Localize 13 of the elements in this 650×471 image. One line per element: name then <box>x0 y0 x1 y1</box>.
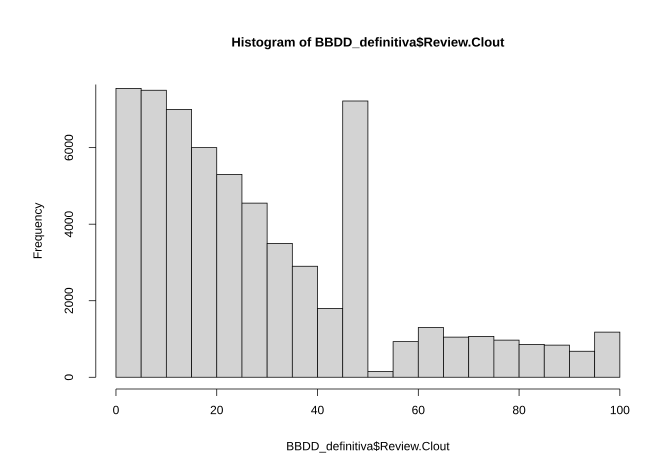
x-axis-title: BBDD_definitiva$Review.Clout <box>287 441 450 453</box>
y-tick-label: 6000 <box>64 134 74 160</box>
y-tick-label: 0 <box>64 374 74 380</box>
x-tick-label: 20 <box>210 406 223 414</box>
x-tick-label: 40 <box>311 406 324 414</box>
y-tick-label: 4000 <box>64 211 74 238</box>
x-tick-label: 100 <box>610 406 630 414</box>
x-tick-label: 0 <box>113 406 119 414</box>
y-tick-label: 2000 <box>64 288 74 314</box>
x-tick-label: 80 <box>512 406 526 414</box>
x-tick-label: 60 <box>412 406 424 414</box>
y-axis-title: Frequency <box>33 202 44 258</box>
chart-title: Histogram of BBDD_definitiva$Review.Clout <box>232 36 504 50</box>
